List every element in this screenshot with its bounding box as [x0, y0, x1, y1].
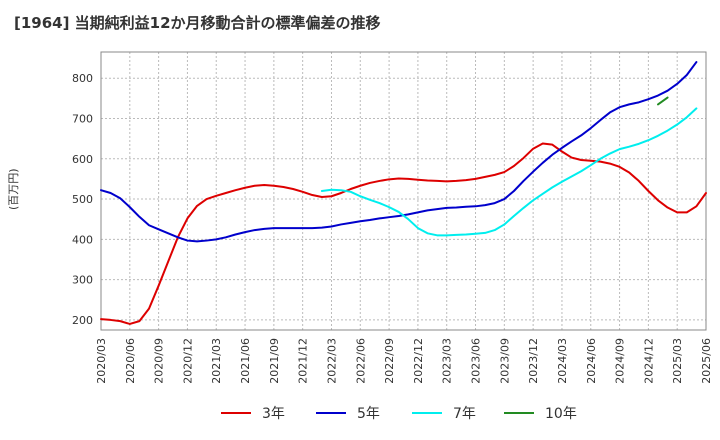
legend-label-1: 3年 — [262, 406, 285, 422]
x-tick-label: 2023/06 — [470, 338, 483, 384]
y-tick-label: 200 — [72, 314, 93, 327]
legend-label-2: 5年 — [357, 406, 380, 422]
x-tick-label: 2020/03 — [95, 338, 108, 384]
series-line-2 — [100, 61, 698, 243]
x-tick-label: 2021/06 — [239, 338, 252, 384]
x-tick-label: 2025/03 — [671, 338, 684, 384]
legend-label-4: 10年 — [545, 406, 577, 422]
y-tick-labels: 200 300 400 500 600 700 800 — [72, 72, 93, 327]
x-tick-label: 2020/09 — [153, 338, 166, 384]
x-tick-label: 2023/09 — [498, 338, 511, 384]
x-tick-label: 2024/06 — [585, 338, 598, 384]
x-tick-label: 2021/09 — [268, 338, 281, 384]
y-tick-label: 400 — [72, 233, 93, 246]
series-layer — [100, 61, 707, 325]
y-tick-label: 500 — [72, 193, 93, 206]
grid-layer — [100, 52, 707, 330]
y-tick-label: 700 — [72, 112, 93, 125]
y-tick-label: 800 — [72, 72, 93, 85]
legend: 3年 5年 7年 10年 — [221, 406, 577, 422]
series-line-1 — [100, 142, 707, 325]
x-tick-label: 2024/12 — [642, 338, 655, 384]
x-tick-label: 2021/03 — [210, 338, 223, 384]
x-tick-label: 2022/06 — [354, 338, 367, 384]
x-tick-label: 2022/09 — [383, 338, 396, 384]
y-tick-label: 600 — [72, 153, 93, 166]
series-line-4 — [656, 96, 669, 106]
x-tick-label: 2023/12 — [527, 338, 540, 384]
chart-title: [1964] 当期純利益12か月移動合計の標準偏差の推移 — [14, 14, 381, 32]
plot-frame — [100, 51, 707, 331]
y-tick-label: 300 — [72, 274, 93, 287]
x-tick-label: 2021/12 — [297, 338, 310, 384]
x-tick-label: 2024/03 — [556, 338, 569, 384]
x-tick-label: 2024/09 — [614, 338, 627, 384]
x-tick-label: 2025/06 — [700, 338, 713, 384]
x-tick-label: 2020/06 — [124, 338, 137, 384]
x-tick-labels: 2020/03 2020/06 2020/09 2020/12 2021/03 2021/… — [95, 338, 713, 384]
legend-label-3: 7年 — [453, 406, 476, 422]
x-tick-label: 2022/12 — [412, 338, 425, 384]
x-tick-label: 2020/12 — [181, 338, 194, 384]
series-line-3 — [320, 107, 698, 237]
x-tick-label: 2022/03 — [325, 338, 338, 384]
x-tick-label: 2023/03 — [441, 338, 454, 384]
